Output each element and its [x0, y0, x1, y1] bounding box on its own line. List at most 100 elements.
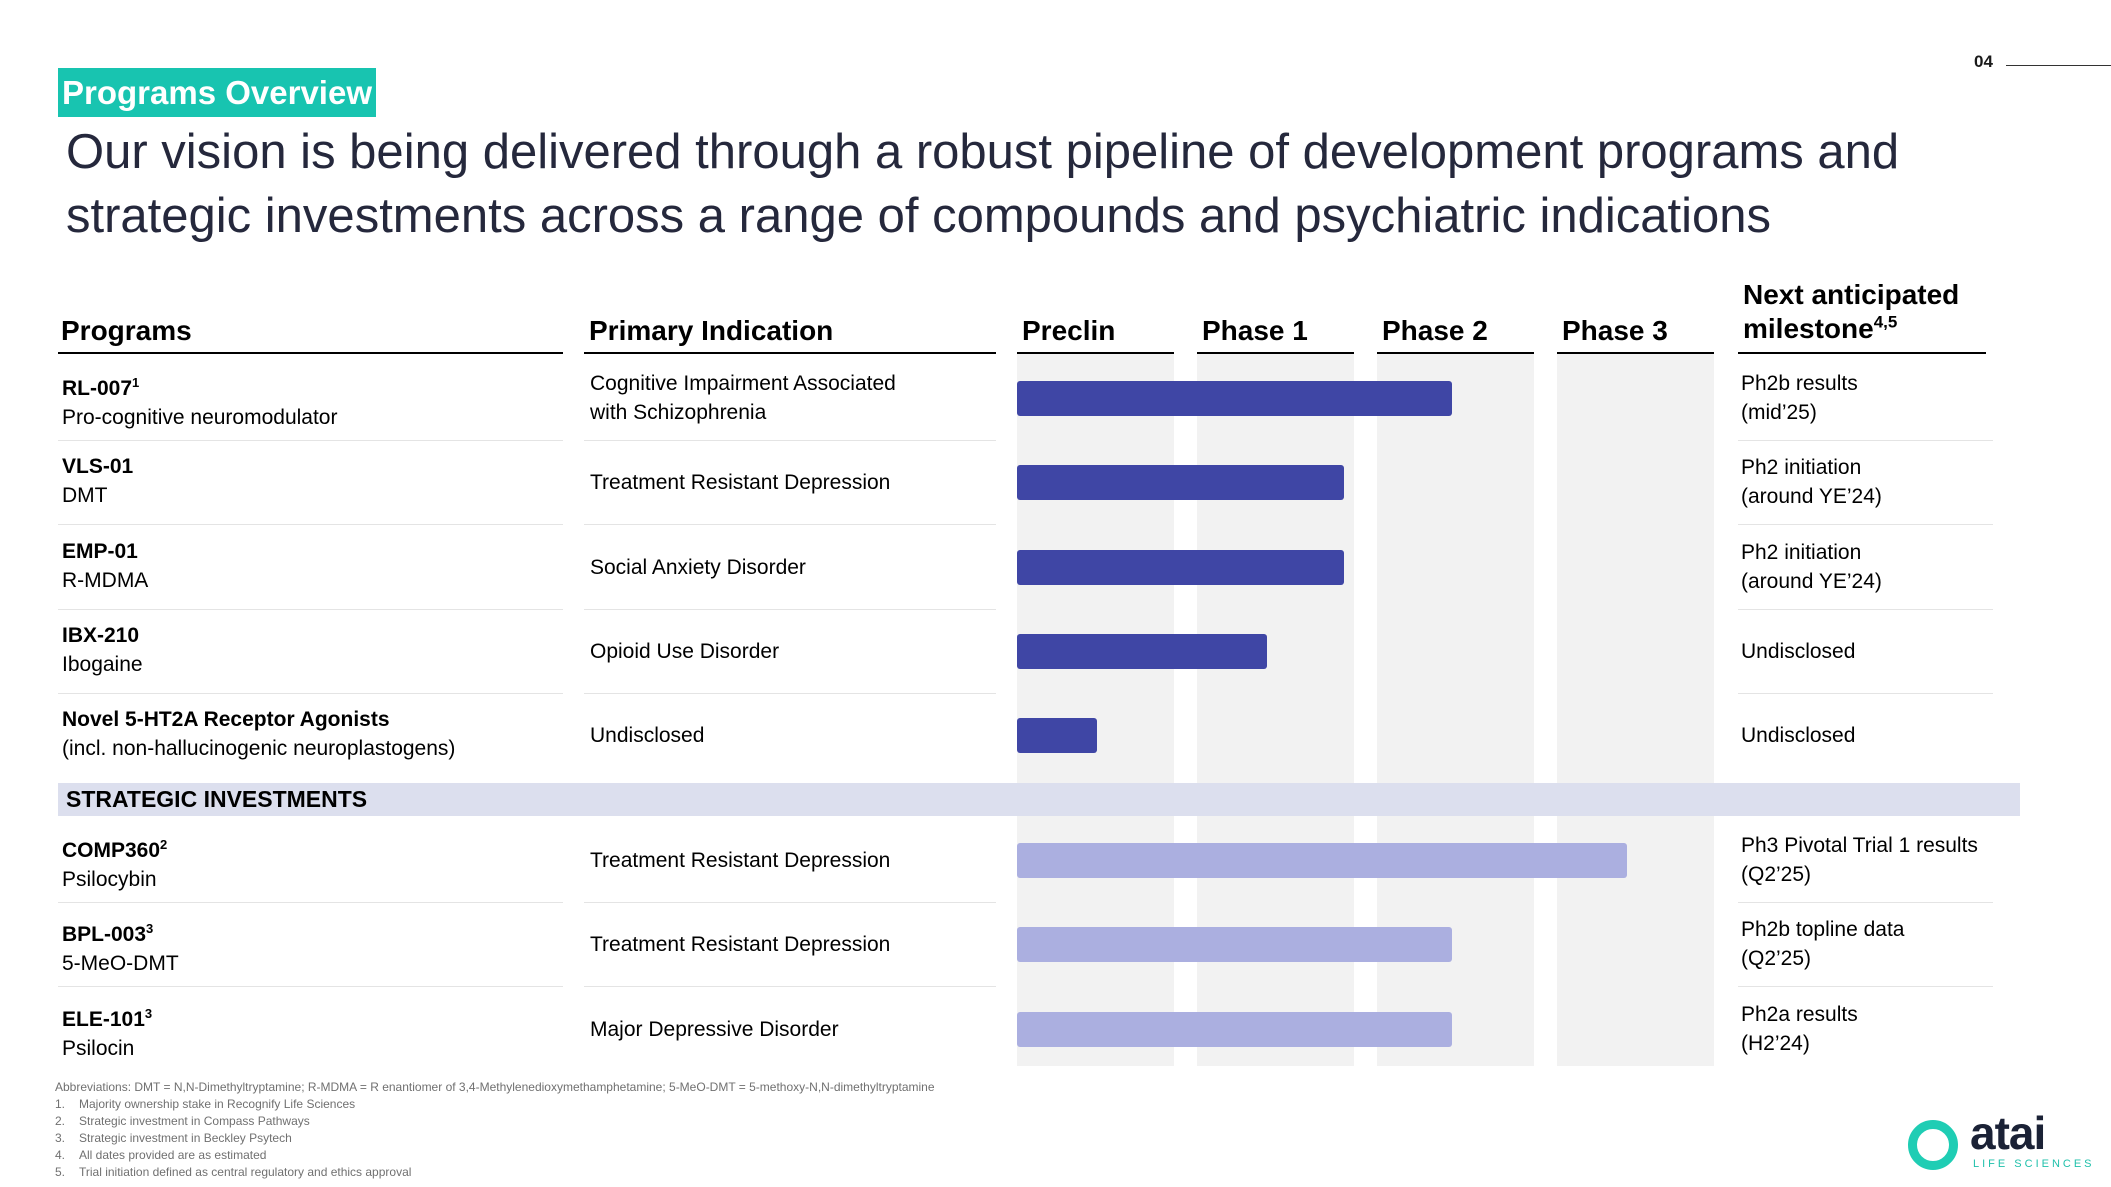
- footnote-text: All dates provided are as estimated: [79, 1148, 267, 1162]
- program-name: BPL-003: [62, 923, 147, 946]
- row-divider: [58, 902, 563, 903]
- program-name-line: ELE-1013: [62, 999, 152, 1034]
- header-rule: [58, 352, 563, 354]
- header-rule: [1738, 352, 1986, 354]
- indication-line: Treatment Resistant Depression: [590, 932, 891, 956]
- row-divider: [584, 986, 996, 987]
- milestone-line: (around YE’24): [1741, 570, 1882, 593]
- program-cell: RL-0071 Pro-cognitive neuromodulator: [62, 368, 337, 432]
- milestone-line: Ph3 Pivotal Trial 1 results: [1741, 834, 1978, 857]
- progress-bar: [1017, 634, 1267, 669]
- indication-line: Cognitive Impairment Associated: [590, 372, 896, 395]
- milestone-line: Ph2a results: [1741, 1003, 1858, 1026]
- row-divider: [58, 693, 563, 694]
- milestone-line: (around YE’24): [1741, 485, 1882, 508]
- page-title: Our vision is being delivered through a …: [66, 125, 1900, 243]
- indication-line: Opioid Use Disorder: [590, 639, 780, 663]
- strategic-investments-label: STRATEGIC INVESTMENTS: [66, 786, 368, 812]
- program-cell: BPL-0033 5-MeO-DMT: [62, 914, 179, 978]
- row-divider: [584, 693, 996, 694]
- header-rule: [1377, 352, 1534, 354]
- milestone-line: Ph2 initiation: [1741, 456, 1862, 479]
- indication-cell: Cognitive Impairment Associated with Schi…: [590, 369, 896, 427]
- footnote-item: 1. Majority ownership stake in Recognify …: [55, 1096, 935, 1113]
- program-name: EMP-01: [62, 540, 138, 563]
- indication-line: Treatment Resistant Depression: [590, 470, 891, 494]
- milestone-header-line2: milestone: [1743, 313, 1874, 345]
- program-compound: DMT: [62, 484, 108, 507]
- row-divider: [1738, 524, 1993, 525]
- milestone-header-footnote: 4,5: [1873, 312, 1898, 332]
- column-header-phase2: Phase 2: [1382, 315, 1488, 346]
- program-name-line: IBX-210: [62, 621, 143, 650]
- indication-line: Treatment Resistant Depression: [590, 848, 891, 872]
- progress-bar: [1017, 1012, 1452, 1047]
- row-divider: [58, 440, 563, 441]
- program-name-line: COMP3602: [62, 830, 167, 865]
- program-cell: Novel 5-HT2A Receptor Agonists (incl. non…: [62, 705, 455, 763]
- milestone-line: (H2’24): [1741, 1032, 1810, 1055]
- milestone-cell: Ph2 initiation (around YE’24): [1741, 453, 1882, 511]
- section-tag: Programs Overview: [58, 68, 376, 117]
- program-name-line: RL-0071: [62, 368, 337, 403]
- footnote-text: Majority ownership stake in Recognify Li…: [79, 1097, 356, 1111]
- milestone-line: Ph2b results: [1741, 372, 1858, 395]
- indication-line: Undisclosed: [590, 723, 705, 747]
- header-rule: [1557, 352, 1714, 354]
- footnote-item: 2. Strategic investment in Compass Pathwa…: [55, 1113, 935, 1130]
- row-divider: [58, 609, 563, 610]
- header-rule: [584, 352, 996, 354]
- abbreviations: Abbreviations: DMT = N,N-Dimethyltryptam…: [55, 1080, 935, 1094]
- indication-line: Major Depressive Disorder: [590, 1017, 839, 1041]
- atai-logo: atai LIFE SCIENCES: [1908, 1110, 2092, 1174]
- footnote-text: Trial initiation defined as central regu…: [79, 1165, 412, 1179]
- row-divider: [1738, 609, 1993, 610]
- program-name-line: EMP-01: [62, 537, 148, 566]
- program-footnote-ref: 1: [132, 375, 140, 390]
- column-header-phase3: Phase 3: [1562, 315, 1668, 346]
- progress-bar: [1017, 927, 1452, 962]
- indication-cell: Opioid Use Disorder: [590, 637, 779, 666]
- footnote-text: Strategic investment in Compass Pathways: [79, 1114, 310, 1128]
- indication-cell: Social Anxiety Disorder: [590, 553, 806, 582]
- logo-wordmark: atai: [1970, 1107, 2046, 1159]
- milestone-cell: Undisclosed: [1741, 637, 1855, 666]
- row-divider: [1738, 902, 1993, 903]
- program-compound: (incl. non-hallucinogenic neuroplastogen…: [62, 737, 456, 760]
- program-name: ELE-101: [62, 1008, 145, 1031]
- program-compound: R-MDMA: [62, 569, 149, 592]
- column-header-programs: Programs: [61, 315, 192, 346]
- footnotes: Abbreviations: DMT = N,N-Dimethyltryptam…: [55, 1079, 935, 1181]
- indication-line: with Schizophrenia: [590, 401, 767, 424]
- milestone-line: Undisclosed: [1741, 639, 1856, 663]
- program-cell: EMP-01 R-MDMA: [62, 537, 148, 595]
- footnote-item: 3. Strategic investment in Beckley Psytec…: [55, 1130, 935, 1147]
- row-divider: [584, 902, 996, 903]
- logo-tagline: LIFE SCIENCES: [1973, 1158, 2095, 1170]
- indication-cell: Treatment Resistant Depression: [590, 930, 890, 959]
- column-header-phase1: Phase 1: [1202, 315, 1308, 346]
- footnote-number: 1.: [55, 1097, 66, 1111]
- indication-cell: Treatment Resistant Depression: [590, 468, 890, 497]
- row-divider: [58, 524, 563, 525]
- milestone-cell: Ph2 initiation (around YE’24): [1741, 538, 1882, 596]
- indication-cell: Treatment Resistant Depression: [590, 846, 890, 875]
- milestone-header-line1: Next anticipated: [1743, 279, 1960, 310]
- footnote-number: 4.: [55, 1148, 66, 1162]
- program-compound: Psilocybin: [62, 868, 157, 891]
- page-number-rule: [2006, 65, 2111, 66]
- program-compound: 5-MeO-DMT: [62, 952, 179, 975]
- program-compound: Psilocin: [62, 1037, 135, 1060]
- program-cell: COMP3602 Psilocybin: [62, 830, 167, 894]
- row-divider: [1738, 986, 1993, 987]
- row-divider: [584, 440, 996, 441]
- column-header-milestone: Next anticipated milestone4,5: [1743, 278, 1959, 346]
- progress-bar: [1017, 465, 1344, 500]
- program-name-line: BPL-0033: [62, 914, 179, 949]
- milestone-cell: Ph2b results (mid’25): [1741, 369, 1858, 427]
- milestone-cell: Ph2a results (H2’24): [1741, 1000, 1858, 1058]
- milestone-line: (Q2’25): [1741, 863, 1812, 886]
- program-name: IBX-210: [62, 624, 140, 647]
- page-number: 04: [1974, 52, 1993, 71]
- footnote-item: 4. All dates provided are as estimated: [55, 1147, 935, 1164]
